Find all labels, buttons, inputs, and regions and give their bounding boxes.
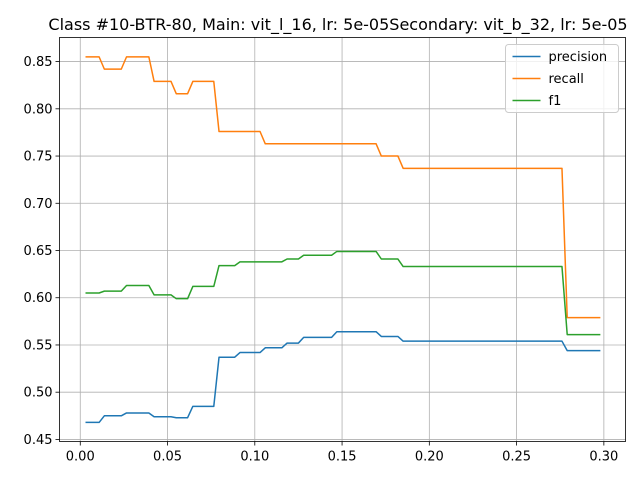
legend-label-precision: precision xyxy=(549,50,608,65)
chart-title: Class #10-BTR-80, Main: vit_l_16, lr: 5e… xyxy=(48,15,627,35)
y-tick-label: 0.60 xyxy=(24,291,53,306)
plot-frame xyxy=(59,37,626,442)
y-tick-label: 0.55 xyxy=(24,338,53,353)
y-tick-label: 0.70 xyxy=(24,197,53,212)
y-tick-label: 0.75 xyxy=(24,150,53,165)
x-tick-label: 0.15 xyxy=(328,450,357,465)
legend: precision recall f1 xyxy=(505,44,619,113)
x-tick-label: 0.25 xyxy=(502,450,531,465)
legend-label-f1: f1 xyxy=(549,94,562,109)
y-tick-label: 0.80 xyxy=(24,102,53,117)
x-tick-label: 0.00 xyxy=(66,450,95,465)
series-line-precision xyxy=(85,330,601,424)
x-tick-label: 0.05 xyxy=(153,450,182,465)
legend-box xyxy=(505,44,619,113)
series-lines xyxy=(85,56,601,424)
y-tick-label: 0.65 xyxy=(24,244,53,259)
y-tick-label: 0.85 xyxy=(24,55,53,70)
x-tick-label: 0.30 xyxy=(589,450,618,465)
series-line-f1 xyxy=(85,250,601,336)
y-tick-label: 0.50 xyxy=(24,386,53,401)
x-tick-label: 0.20 xyxy=(415,450,444,465)
x-tick-label: 0.10 xyxy=(240,450,269,465)
legend-label-recall: recall xyxy=(549,72,584,87)
y-tick-label: 0.45 xyxy=(24,433,53,448)
axis-ticks: 0.00 0.05 0.10 0.15 0.20 0.25 0.30 0.45 0.50 0.55… xyxy=(24,55,619,464)
series-line-recall xyxy=(85,56,601,319)
